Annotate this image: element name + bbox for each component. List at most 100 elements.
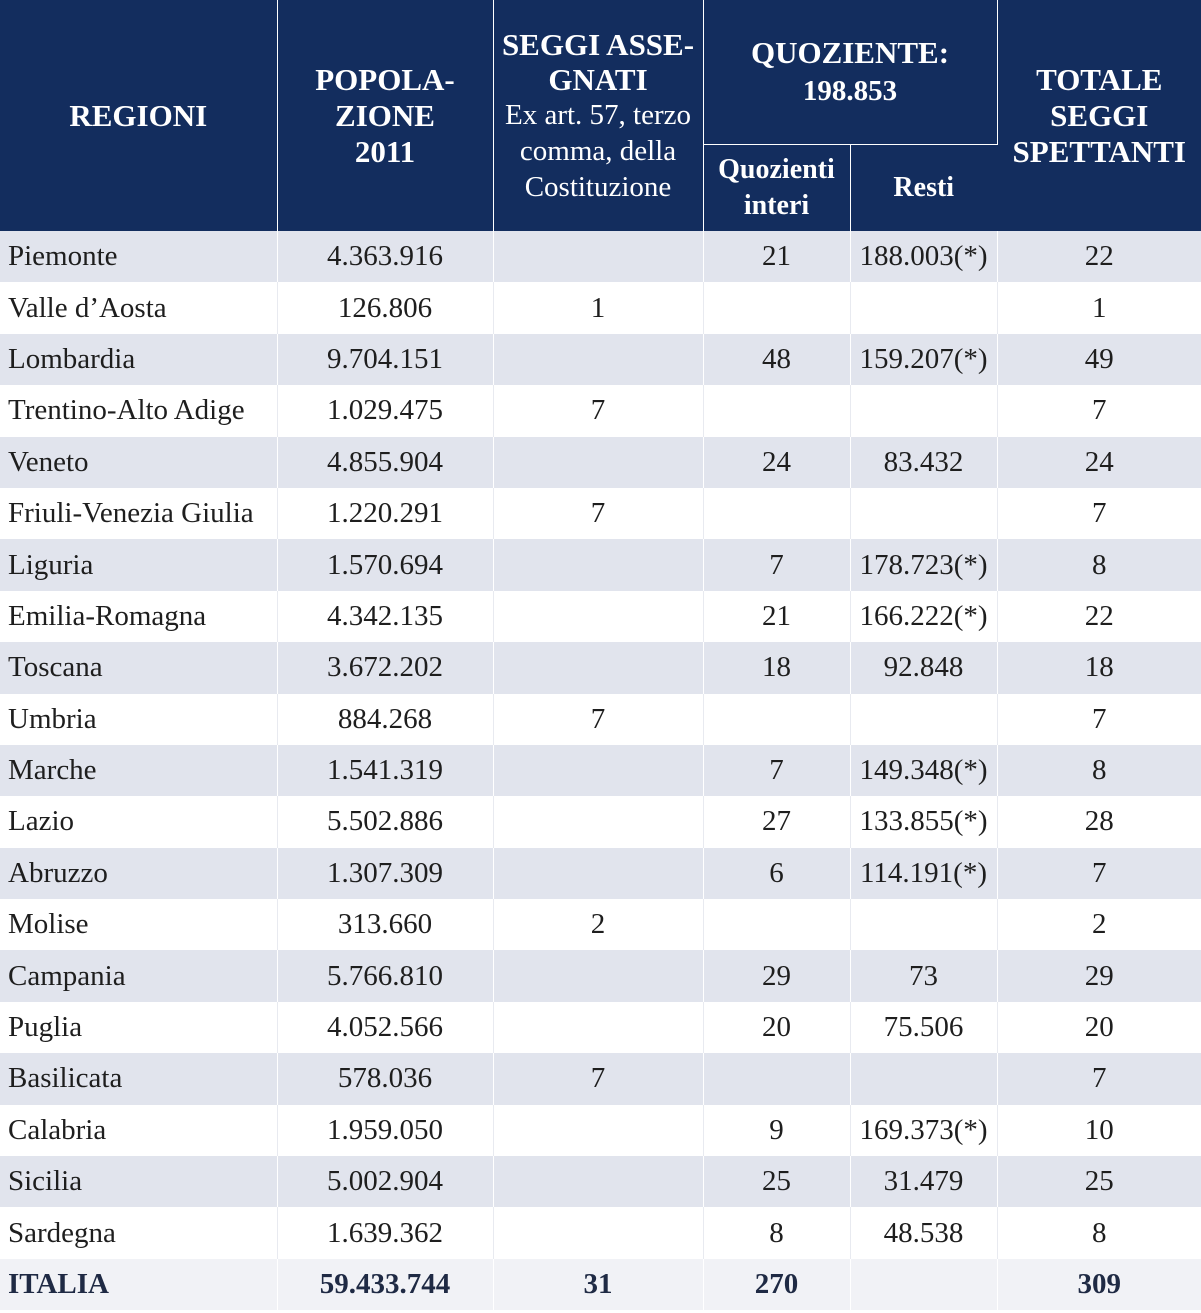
header-totale: TOTALE SEGGI SPETTANTI [997,0,1201,231]
cell-totale-seggi: 7 [997,693,1201,745]
table-row: Trentino-Alto Adige 1.029.475 7 7 [0,385,1201,437]
cell-regione: Piemonte [0,231,278,283]
cell-seggi-assegnati [493,1001,704,1054]
cell-popolazione: 884.268 [277,693,494,745]
total-cell-popolazione: 59.433.744 [277,1258,494,1311]
header-seggi-note: Costituzione [524,170,672,203]
cell-quozienti-interi: 27 [703,796,851,848]
cell-popolazione: 4.342.135 [277,590,494,643]
cell-seggi-assegnati [493,744,704,797]
table-row: Calabria 1.959.050 9 169.373(*) 10 [0,1104,1201,1157]
cell-totale-seggi: 29 [997,950,1201,1002]
header-seggi-note: Ex art. 57, terzo [504,98,691,131]
cell-resti: 83.432 [850,436,998,488]
cell-regione: Marche [0,744,278,797]
cell-totale-seggi: 10 [997,1104,1201,1157]
cell-quozienti-interi: 25 [703,1156,851,1208]
cell-seggi-assegnati [493,950,704,1002]
cell-quozienti-interi: 21 [703,590,851,643]
cell-quozienti-interi: 7 [703,744,851,797]
cell-seggi-assegnati [493,436,704,488]
cell-quozienti-interi [703,1053,851,1105]
cell-quozienti-interi [703,899,851,951]
cell-seggi-assegnati [493,1156,704,1208]
cell-resti: 149.348(*) [850,744,998,797]
cell-totale-seggi: 7 [997,1053,1201,1105]
table-row: Sardegna 1.639.362 8 48.538 8 [0,1207,1201,1259]
table-row: Sicilia 5.002.904 25 31.479 25 [0,1156,1201,1208]
cell-regione: Lombardia [0,333,278,386]
cell-quozienti-interi: 18 [703,642,851,694]
cell-totale-seggi: 8 [997,539,1201,591]
cell-resti: 92.848 [850,642,998,694]
table-row: Piemonte 4.363.916 21 188.003(*) 22 [0,231,1201,283]
cell-totale-seggi: 8 [997,744,1201,797]
cell-seggi-assegnati [493,590,704,643]
cell-popolazione: 4.363.916 [277,231,494,283]
table-header: REGIONI POPOLA- ZIONE 2011 SEGGI ASSE- G… [0,0,1201,231]
cell-resti: 73 [850,950,998,1002]
cell-resti [850,899,998,951]
table-row: Marche 1.541.319 7 149.348(*) 8 [0,744,1201,797]
cell-resti: 178.723(*) [850,539,998,591]
table-row: Friuli-Venezia Giulia 1.220.291 7 7 [0,487,1201,540]
cell-totale-seggi: 24 [997,436,1201,488]
cell-regione: Trentino-Alto Adige [0,385,278,437]
cell-popolazione: 1.541.319 [277,744,494,797]
cell-popolazione: 4.855.904 [277,436,494,488]
cell-resti [850,385,998,437]
cell-totale-seggi: 7 [997,847,1201,900]
cell-regione: Emilia-Romagna [0,590,278,643]
cell-regione: Basilicata [0,1053,278,1105]
cell-seggi-assegnati: 7 [493,385,704,437]
cell-seggi-assegnati [493,796,704,848]
cell-seggi-assegnati [493,231,704,283]
table-row: Campania 5.766.810 29 73 29 [0,950,1201,1002]
cell-popolazione: 5.002.904 [277,1156,494,1208]
cell-regione: Umbria [0,693,278,745]
table-row: Liguria 1.570.694 7 178.723(*) 8 [0,539,1201,591]
header-quozienti-line: Quozienti [718,154,835,185]
cell-seggi-assegnati: 7 [493,1053,704,1105]
cell-popolazione: 1.029.475 [277,385,494,437]
cell-quozienti-interi [703,282,851,334]
cell-quozienti-interi: 48 [703,333,851,386]
header-seggi-main: GNATI [548,61,648,97]
cell-quozienti-interi: 7 [703,539,851,591]
table-row: Valle d’Aosta 126.806 1 1 [0,282,1201,334]
table-row: Puglia 4.052.566 20 75.506 20 [0,1001,1201,1054]
cell-seggi-assegnati [493,642,704,694]
cell-popolazione: 1.220.291 [277,487,494,540]
cell-regione: Toscana [0,642,278,694]
total-cell-regione: ITALIA [0,1258,278,1311]
cell-quozienti-interi [703,385,851,437]
cell-totale-seggi: 2 [997,899,1201,951]
cell-seggi-assegnati [493,1104,704,1157]
table-row: Toscana 3.672.202 18 92.848 18 [0,642,1201,694]
cell-resti [850,282,998,334]
cell-regione: Abruzzo [0,847,278,900]
cell-quozienti-interi: 24 [703,436,851,488]
header-seggi-assegnati: SEGGI ASSE- GNATI Ex art. 57, terzo comm… [493,0,704,231]
header-totale-line: SEGGI [1050,97,1149,133]
header-popolazione: POPOLA- ZIONE 2011 [277,0,494,231]
cell-resti [850,1053,998,1105]
cell-quozienti-interi: 21 [703,231,851,283]
cell-resti: 114.191(*) [850,847,998,900]
table-row: Lombardia 9.704.151 48 159.207(*) 49 [0,333,1201,386]
cell-popolazione: 3.672.202 [277,642,494,694]
table-body: Piemonte 4.363.916 21 188.003(*) 22 Valle d’A… [0,231,1201,1311]
cell-seggi-assegnati: 1 [493,282,704,334]
table-row: Abruzzo 1.307.309 6 114.191(*) 7 [0,847,1201,900]
cell-popolazione: 5.502.886 [277,796,494,848]
cell-totale-seggi: 20 [997,1001,1201,1054]
cell-popolazione: 5.766.810 [277,950,494,1002]
cell-regione: Liguria [0,539,278,591]
table-row: Molise 313.660 2 2 [0,899,1201,951]
cell-totale-seggi: 1 [997,282,1201,334]
cell-regione: Sardegna [0,1207,278,1259]
cell-resti: 169.373(*) [850,1104,998,1157]
cell-quozienti-interi [703,693,851,745]
header-quozienti-interi: Quozienti interi [703,144,851,231]
